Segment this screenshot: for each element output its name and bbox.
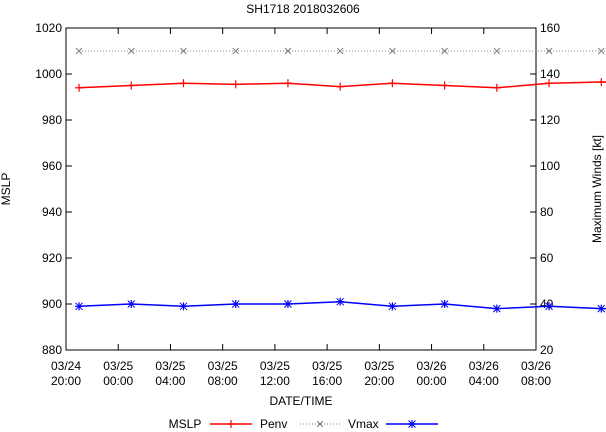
legend-label: Penv [260, 417, 287, 431]
y-left-tick-label: 980 [42, 113, 62, 127]
y-axis-right-label: Maximum Winds [kt] [590, 135, 604, 243]
data-point [283, 79, 292, 88]
data-point [441, 47, 448, 55]
plot-frame [65, 27, 537, 351]
x-tick-label-date: 03/25 [208, 359, 238, 373]
y-left-tick-label: 880 [42, 343, 62, 357]
data-point [388, 302, 397, 311]
data-point [336, 47, 344, 55]
data-point [180, 47, 187, 55]
x-axis-label: DATE/TIME [269, 394, 332, 408]
y-left-tick-label: 940 [42, 205, 62, 219]
y-left-tick-label: 920 [42, 251, 62, 265]
y-left-tick-label: 1020 [35, 21, 62, 35]
x-tick-label-time: 04:00 [155, 374, 185, 388]
y-right-tick-label: 120 [540, 113, 560, 127]
x-tick-label-date: 03/24 [51, 359, 81, 373]
chart-title: SH1718 2018032606 [246, 2, 360, 16]
data-point [75, 302, 84, 311]
data-point [75, 47, 83, 55]
series-penv [75, 78, 606, 92]
data-point [284, 47, 292, 55]
y-left-tick-label: 900 [42, 297, 62, 311]
x-tick-label-time: 08:00 [521, 374, 551, 388]
data-point [492, 83, 501, 92]
y-left-tick-label: 1000 [35, 67, 62, 81]
legend-label: Vmax [348, 417, 379, 431]
x-tick-label-date: 03/26 [469, 359, 499, 373]
data-point [231, 300, 240, 308]
data-point [336, 82, 345, 91]
x-tick-label-date: 03/25 [155, 359, 185, 373]
x-tick-label-date: 03/26 [417, 359, 447, 373]
x-tick-label-date: 03/25 [103, 359, 133, 373]
legend-entry: Vmax [300, 417, 379, 431]
data-point [179, 79, 188, 88]
x-tick-label-date: 03/26 [521, 359, 551, 373]
data-point [179, 302, 188, 311]
data-point [232, 47, 240, 55]
y-right-tick-label: 80 [540, 205, 554, 219]
y-left-tick-label: 960 [42, 159, 62, 173]
y-right-tick-label: 100 [540, 159, 560, 173]
x-tick-label-time: 12:00 [260, 374, 290, 388]
x-tick-label-time: 20:00 [51, 374, 81, 388]
y-right-tick-label: 20 [540, 343, 554, 357]
data-point [75, 83, 84, 92]
x-tick-label-date: 03/25 [364, 359, 394, 373]
data-point [545, 47, 553, 55]
legend: MSLP Penv Vmax [169, 417, 438, 431]
data-point [316, 420, 324, 428]
x-tick-label-time: 16:00 [312, 374, 342, 388]
data-point [492, 304, 501, 313]
series-line [79, 300, 606, 310]
series-line [79, 81, 606, 89]
x-tick-label-date: 03/25 [312, 359, 342, 373]
legend-entry [386, 420, 438, 428]
y-right-tick-label: 140 [540, 67, 560, 81]
data-point [597, 304, 606, 313]
legend-entry: Penv [210, 417, 287, 431]
data-point [127, 300, 136, 308]
data-point [545, 302, 554, 311]
y-axis-left-label: MSLP [0, 173, 13, 206]
data-point [545, 79, 554, 88]
x-tick-label-time: 04:00 [469, 374, 499, 388]
series-mslp [75, 297, 606, 313]
series-vmax [75, 47, 606, 55]
data-point [127, 47, 135, 55]
legend-title: MSLP [169, 417, 202, 431]
data-point [127, 81, 136, 90]
x-tick-label-time: 20:00 [364, 374, 394, 388]
data-point [440, 81, 449, 90]
data-point [283, 300, 292, 308]
x-tick-label-time: 00:00 [417, 374, 447, 388]
x-tick-label-time: 08:00 [208, 374, 238, 388]
y-right-tick-label: 160 [540, 21, 560, 35]
data-point [227, 420, 235, 428]
data-point [408, 420, 416, 428]
data-point [597, 78, 606, 87]
data-point [493, 47, 501, 55]
data-point [388, 79, 397, 88]
data-point [597, 47, 605, 55]
data-point [336, 297, 345, 306]
data-point [440, 300, 449, 308]
data-point [389, 47, 396, 55]
x-tick-label-date: 03/25 [260, 359, 290, 373]
y-right-tick-label: 60 [540, 251, 554, 265]
data-point [231, 80, 240, 89]
x-tick-label-time: 00:00 [103, 374, 133, 388]
